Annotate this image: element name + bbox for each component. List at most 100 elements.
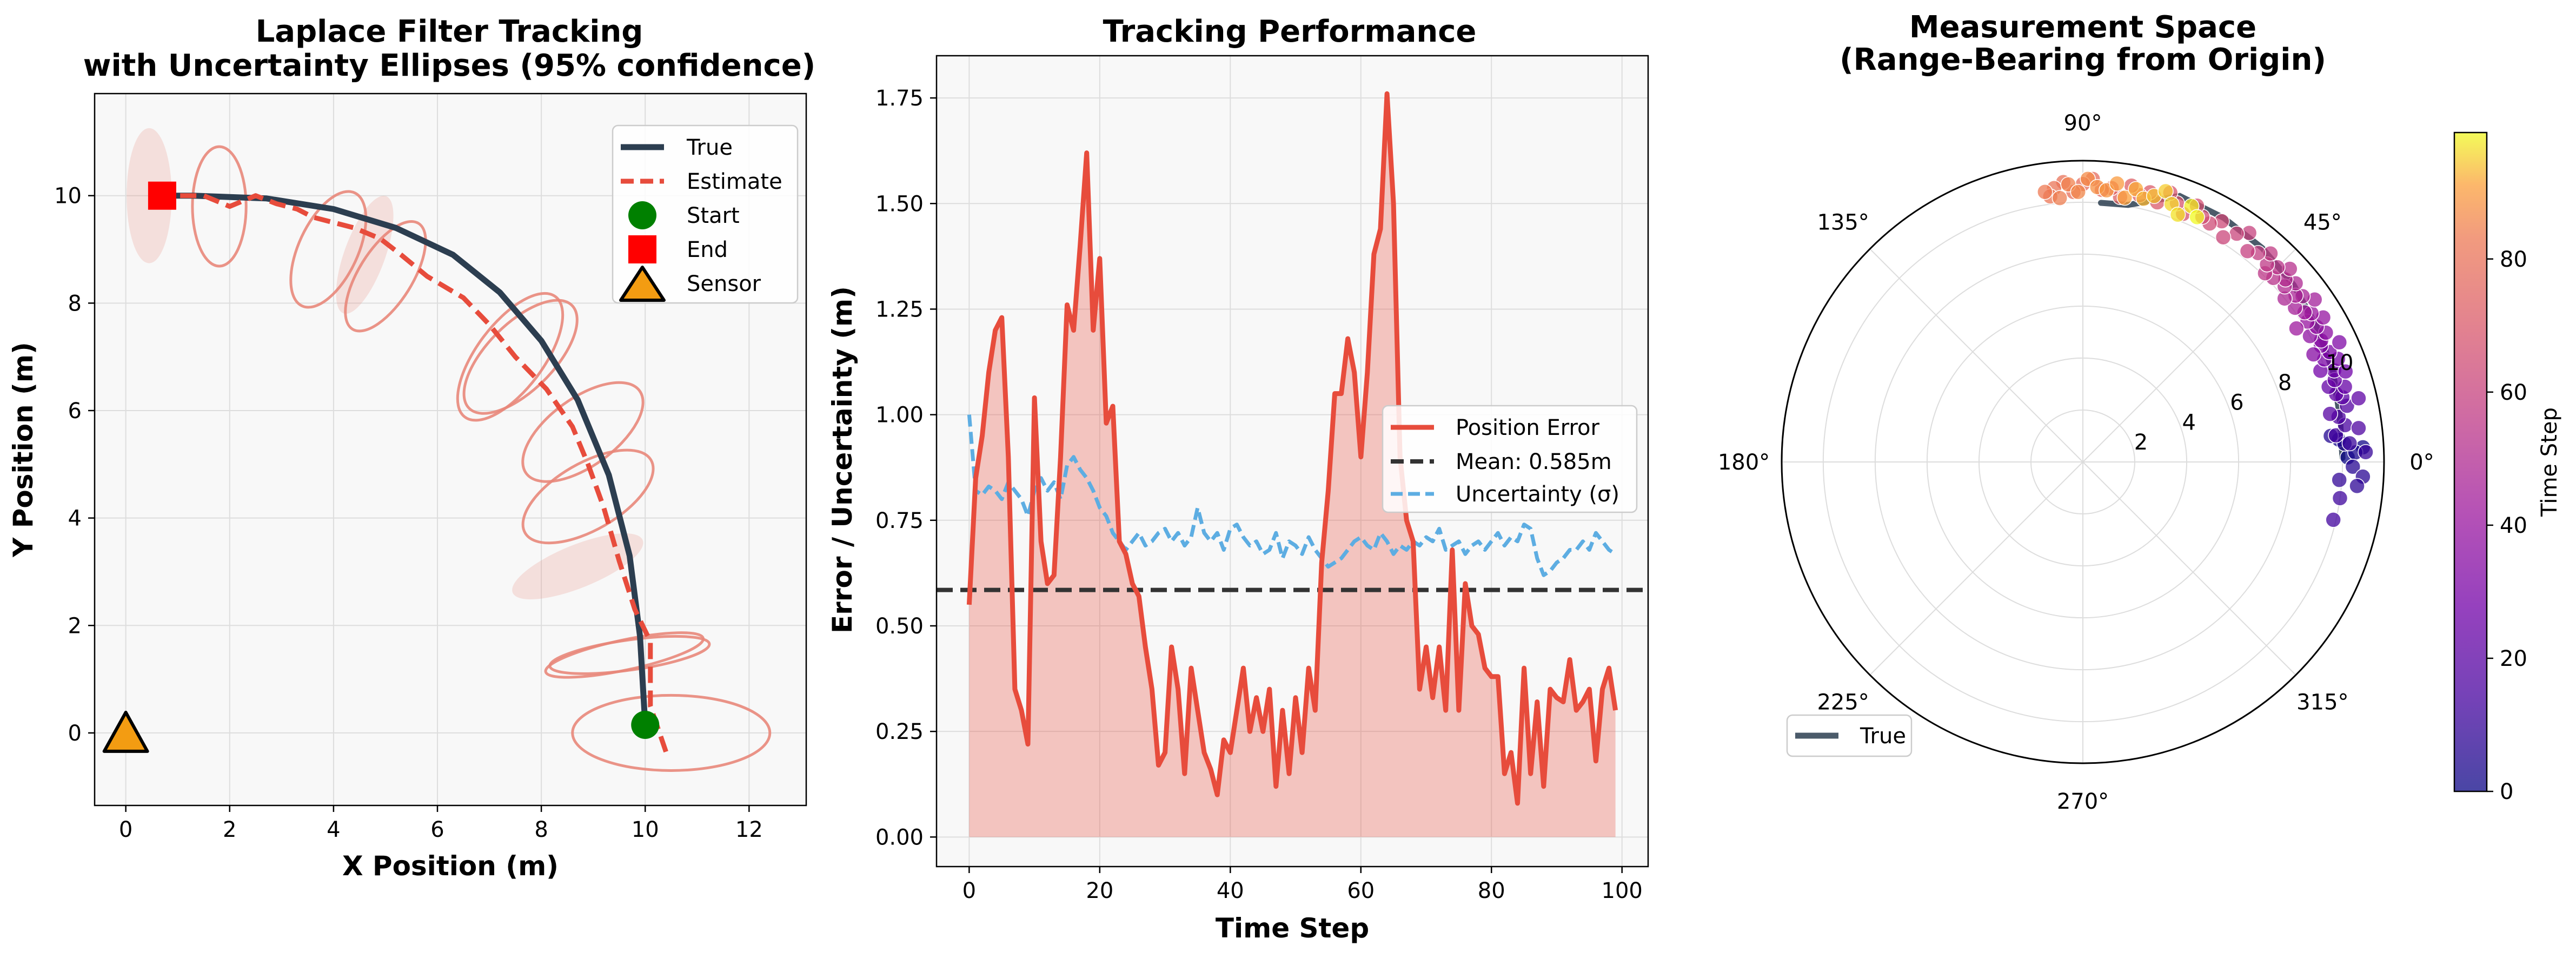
- panel2-ylabel: Error / Uncertainty (m): [827, 286, 858, 633]
- angle-label: 180°: [1718, 450, 1770, 475]
- legend-sensor: Sensor: [687, 272, 761, 296]
- panel2-title: Tracking Performance: [1103, 14, 1477, 49]
- x-tick-label: 12: [735, 817, 763, 842]
- angle-label: 315°: [2296, 690, 2348, 715]
- panel1-ylabel: Y Position (m): [8, 342, 39, 558]
- measurement-point: [2189, 209, 2205, 226]
- measurement-point: [2215, 229, 2232, 246]
- panel3-legend: True: [1786, 714, 1913, 757]
- angle-label: 270°: [2057, 789, 2109, 814]
- panel1-legend: True Estimate Start End Sensor: [612, 124, 799, 304]
- legend-polar-true: True: [1860, 724, 1906, 749]
- measurement-point: [2341, 435, 2358, 452]
- radial-tick-label: 6: [2230, 391, 2243, 415]
- panel2-legend: Position Error Mean: 0.585m Uncertainty …: [1382, 405, 1638, 513]
- colorbar-tick-label: 40: [2500, 513, 2527, 538]
- panel1-markers: [102, 181, 660, 753]
- colorbar-ticks: 0 20 40 60 80: [2487, 247, 2527, 804]
- x-tick-label: 80: [1478, 878, 1505, 903]
- uncertainty-ellipse: [191, 145, 248, 268]
- panel2-ticks: 0 20 40 60 80 100 0.00 0.25 0.50 0.75 1.00 1.25 1.50…: [875, 86, 1643, 903]
- y-tick-label: 1.50: [875, 191, 924, 216]
- radial-tick-label: 8: [2278, 371, 2292, 395]
- uncertainty-ellipse: [521, 448, 655, 545]
- panel3-title-line1: Measurement Space: [1909, 10, 2256, 45]
- trajectory-panel: Laplace Filter Tracking with Uncertainty…: [8, 14, 815, 882]
- colorbar: [2453, 131, 2488, 792]
- panel1-frame: [94, 93, 807, 807]
- x-tick-label: 0: [962, 878, 976, 903]
- legend-uncertainty: Uncertainty (σ): [1456, 482, 1619, 507]
- y-tick-label: 1.25: [875, 297, 924, 322]
- measurement-point: [2288, 320, 2305, 336]
- x-tick-label: 6: [430, 817, 444, 842]
- legend-position-error: Position Error: [1456, 415, 1600, 440]
- y-tick-label: 4: [68, 506, 82, 531]
- legend-start-marker: [628, 201, 656, 229]
- y-tick-label: 0.75: [875, 508, 924, 533]
- measurement-point: [2239, 243, 2256, 260]
- measurement-point: [2109, 175, 2125, 192]
- y-tick-label: 8: [68, 291, 82, 316]
- y-tick-label: 1.75: [875, 86, 924, 111]
- true-path: [159, 193, 648, 728]
- legend-mean: Mean: 0.585m: [1456, 450, 1612, 474]
- measurement-point: [2325, 512, 2341, 528]
- y-tick-label: 6: [68, 399, 82, 424]
- uncertainty-line: [967, 414, 1617, 577]
- angle-label: 90°: [2064, 111, 2102, 136]
- measurement-point: [2116, 189, 2133, 206]
- measurement-point: [2322, 406, 2338, 422]
- measurement-point: [2070, 183, 2087, 200]
- x-tick-label: 20: [1086, 878, 1113, 903]
- uncertainty-ellipse: [512, 533, 643, 599]
- panel2-frame: [935, 55, 1649, 868]
- y-tick-label: 1.00: [875, 403, 924, 428]
- error-area-fill: [969, 94, 1616, 837]
- angle-label: 45°: [2303, 210, 2342, 235]
- legend-estimate: Estimate: [687, 169, 782, 194]
- estimate-path: [162, 193, 668, 753]
- colorbar-tick-label: 20: [2500, 646, 2527, 671]
- uncertainty-ellipse: [571, 693, 772, 772]
- panel1-xlabel: X Position (m): [342, 850, 559, 882]
- x-tick-label: 2: [223, 817, 236, 842]
- x-tick-label: 4: [327, 817, 340, 842]
- panel3-title-line2: (Range-Bearing from Origin): [1840, 42, 2326, 77]
- y-tick-label: 0.00: [875, 825, 924, 850]
- colorbar-tick-label: 0: [2500, 779, 2513, 804]
- measurement-point: [2338, 363, 2354, 380]
- panel2-xlabel: Time Step: [1216, 913, 1369, 944]
- panel1-grid: [95, 94, 806, 805]
- legend-true: True: [686, 135, 733, 160]
- colorbar-tick-label: 80: [2500, 247, 2527, 272]
- legend-start: Start: [687, 203, 740, 228]
- measurement-point: [2228, 226, 2245, 242]
- x-tick-label: 0: [119, 817, 132, 842]
- angle-label: 225°: [1817, 690, 1869, 715]
- measurement-point: [2351, 420, 2367, 437]
- measurement-point: [2331, 334, 2348, 351]
- legend-end-marker: [628, 235, 656, 263]
- legend-end: End: [687, 237, 728, 262]
- angular-gridline: [2082, 461, 2296, 676]
- y-tick-label: 0: [68, 721, 82, 746]
- radial-tick-label: 10: [2326, 351, 2354, 375]
- polar-frame: [1781, 160, 2385, 764]
- radial-tick-label: 2: [2134, 430, 2148, 455]
- measurement-point: [2157, 183, 2174, 200]
- y-tick-label: 0.50: [875, 614, 924, 639]
- polar-grid: [1782, 161, 2384, 763]
- start-marker: [631, 711, 660, 739]
- measurement-space-panel: Measurement Space (Range-Bearing from Or…: [1718, 10, 2562, 814]
- x-tick-label: 40: [1217, 878, 1244, 903]
- panel1-title-line1: Laplace Filter Tracking: [256, 14, 643, 49]
- measurement-point: [2305, 346, 2322, 362]
- measurement-point: [2051, 190, 2068, 206]
- y-tick-label: 2: [68, 613, 82, 638]
- polar-measurements: [2037, 170, 2374, 528]
- panel1-title-line2: with Uncertainty Ellipses (95% confidenc…: [83, 48, 816, 83]
- measurement-point: [2358, 444, 2374, 460]
- measurement-point: [2169, 207, 2186, 223]
